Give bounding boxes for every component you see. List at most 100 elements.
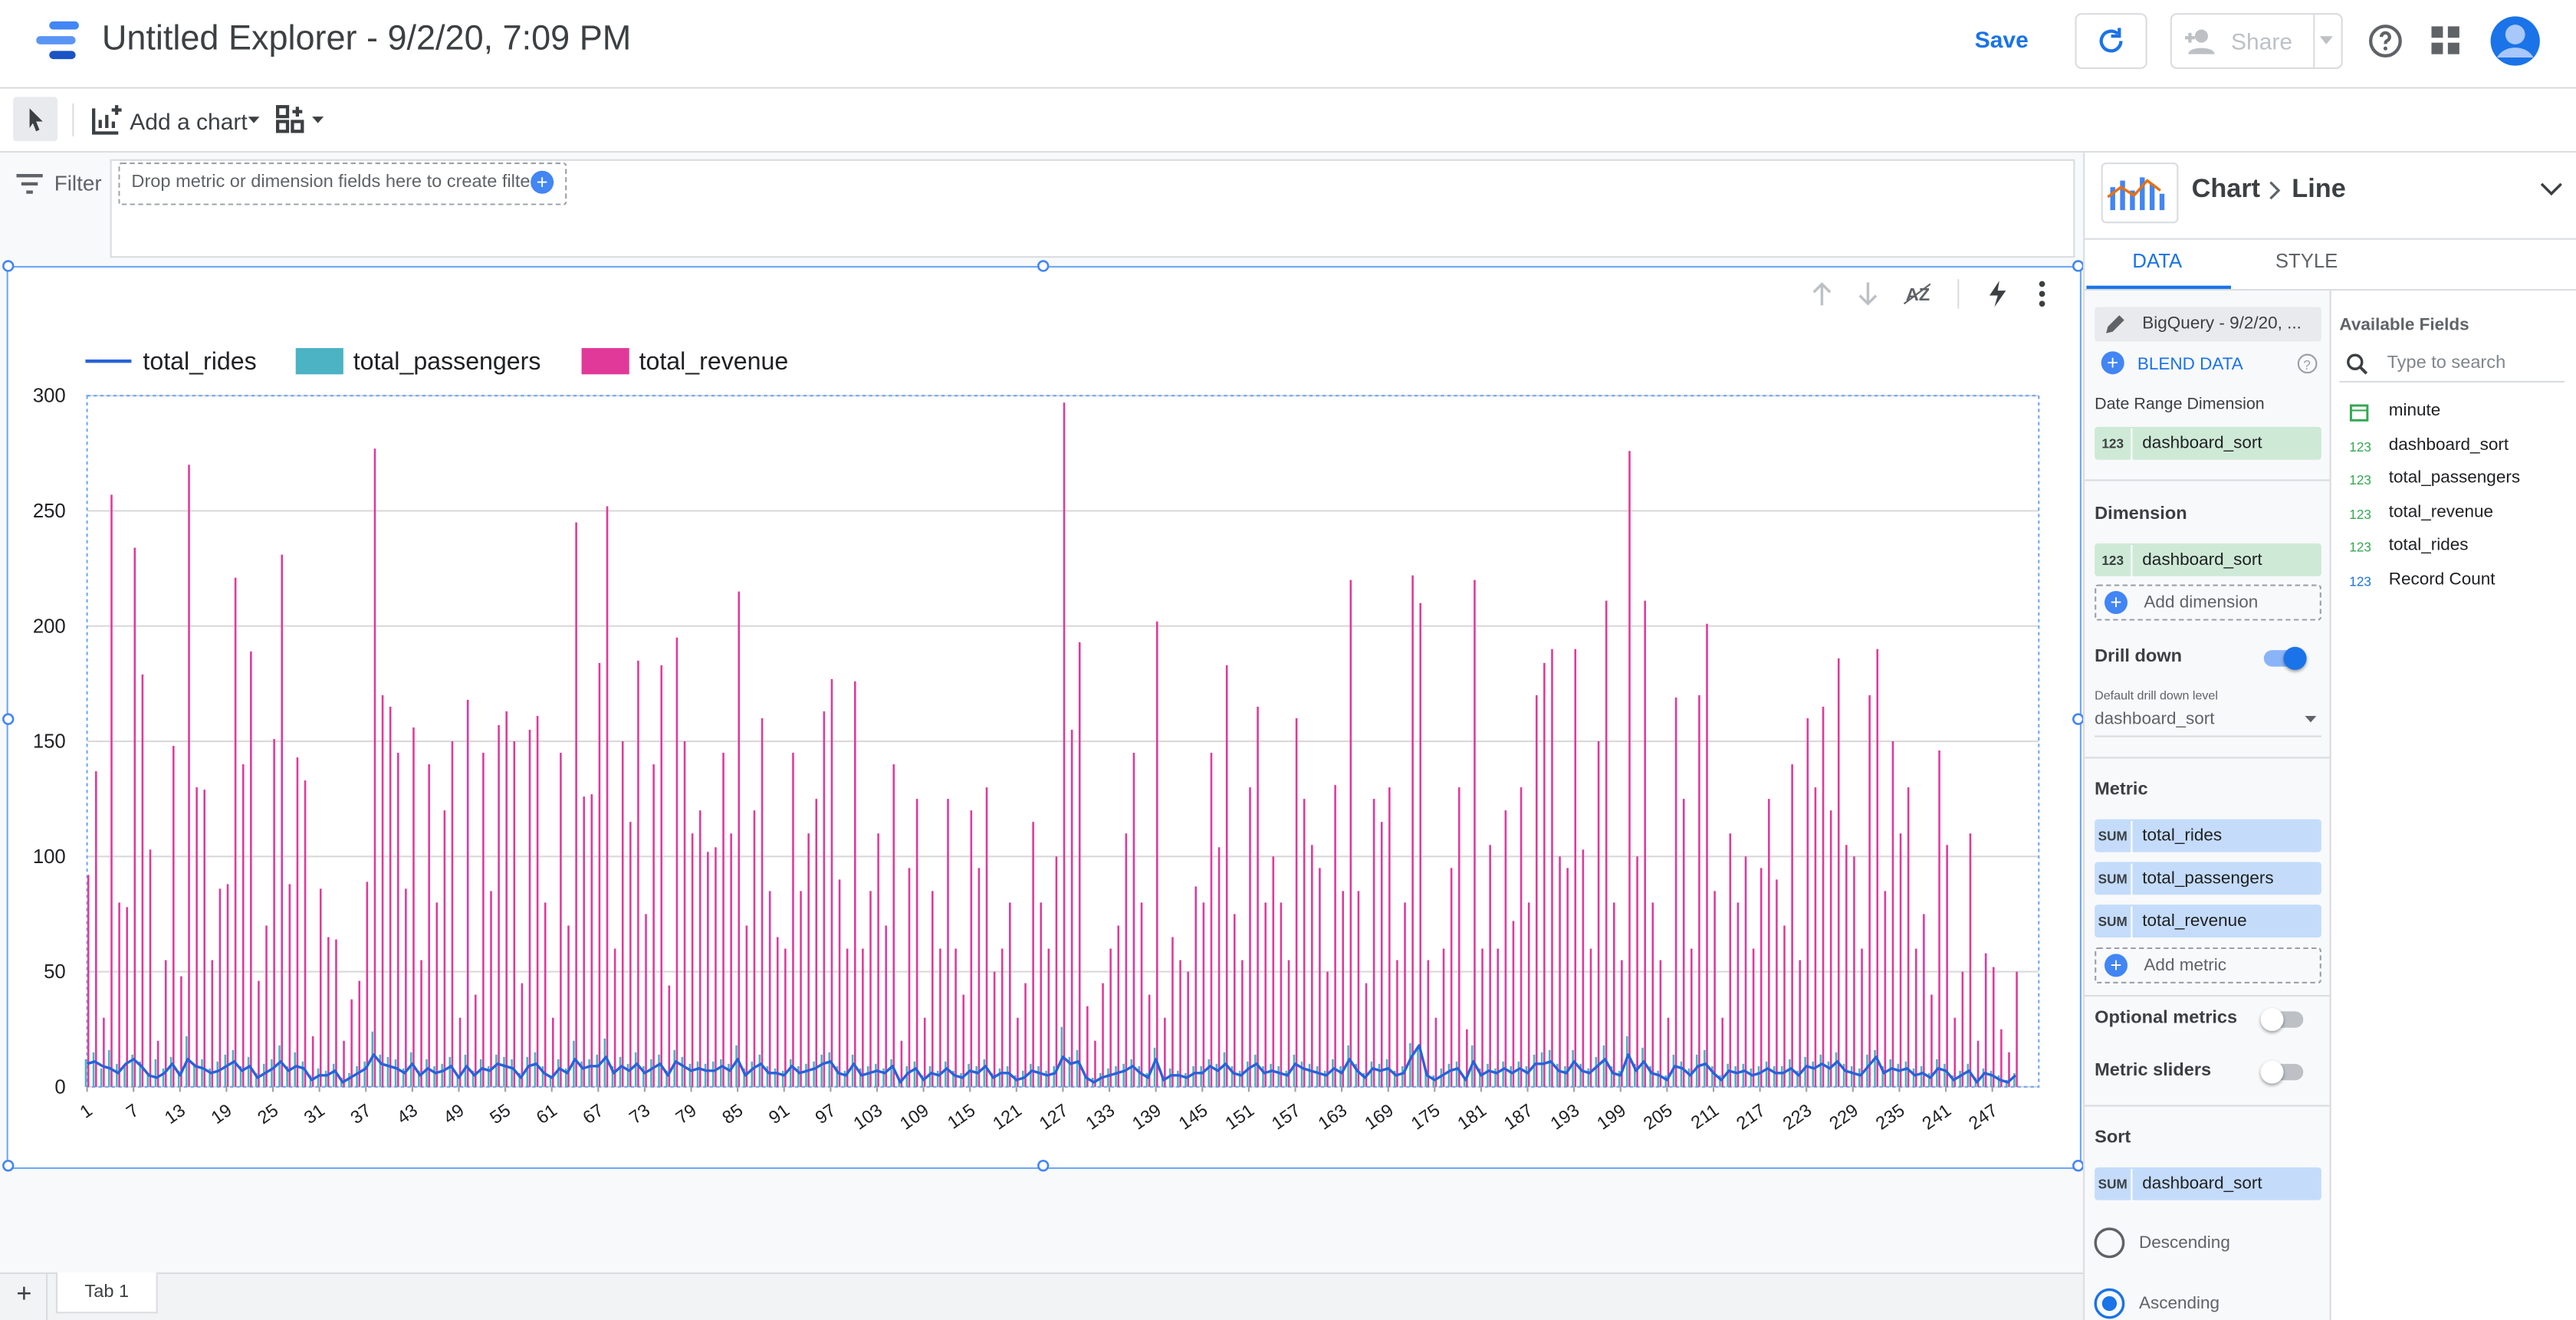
bar — [265, 925, 268, 1087]
bar — [1976, 1040, 1980, 1087]
bar — [1053, 1066, 1056, 1087]
y-tick-label: 250 — [33, 501, 66, 522]
report-title[interactable]: Untitled Explorer - 9/2/20, 7:09 PM — [101, 19, 632, 57]
available-field[interactable]: total_passengers — [2388, 468, 2521, 488]
avatar[interactable] — [2489, 15, 2542, 67]
date-range-chip[interactable]: 123 dashboard_sort — [2095, 426, 2321, 461]
bar — [1099, 1072, 1102, 1087]
drill-down-toggle[interactable] — [2263, 646, 2307, 670]
metric-chip[interactable]: SUM total_passengers — [2095, 862, 2321, 897]
add-chart-icon[interactable] — [90, 103, 123, 136]
bar — [1115, 1066, 1117, 1087]
type-icon: 123 — [2095, 429, 2133, 461]
available-field[interactable]: dashboard_sort — [2388, 434, 2509, 455]
bar — [309, 1075, 312, 1087]
metric-sliders-toggle[interactable] — [2260, 1060, 2304, 1084]
bar — [1455, 1061, 1458, 1087]
bar — [518, 1072, 521, 1087]
bar — [1850, 1066, 1853, 1087]
bar — [456, 1075, 459, 1087]
x-tick-label: 181 — [1454, 1100, 1490, 1134]
available-field[interactable]: total_revenue — [2388, 501, 2494, 522]
bar — [596, 1054, 598, 1087]
bar — [1487, 1063, 1489, 1087]
bar — [1967, 1063, 1970, 1087]
bar — [1432, 1075, 1435, 1087]
bar — [645, 914, 647, 1087]
bar — [1233, 914, 1236, 1087]
bar — [426, 1059, 428, 1087]
sort-option[interactable]: Descending — [2139, 1233, 2230, 1253]
field-search[interactable]: Type to search — [2339, 346, 2564, 383]
bar — [652, 764, 655, 1087]
optional-metrics-toggle[interactable] — [2260, 1008, 2304, 1032]
bar — [1641, 1047, 1644, 1087]
blend-data-button[interactable]: BLEND DATA — [2137, 354, 2243, 375]
sort-radios[interactable] — [2091, 1225, 2128, 1320]
sort-chip[interactable]: SUM dashboard_sort — [2095, 1167, 2321, 1202]
style-tab[interactable]: STYLE — [2275, 249, 2338, 273]
filter-drop-zone[interactable]: Drop metric or dimension fields here to … — [118, 163, 567, 205]
bar — [487, 1066, 490, 1087]
search-placeholder: Type to search — [2387, 353, 2506, 373]
available-field[interactable]: minute — [2388, 400, 2441, 421]
bar — [1378, 1063, 1381, 1087]
bar — [1319, 868, 1321, 1087]
dimension-chip[interactable]: 123 dashboard_sort — [2095, 543, 2321, 578]
bar — [409, 1052, 412, 1087]
bar — [766, 1066, 769, 1087]
metric-chip[interactable]: SUM total_revenue — [2095, 905, 2321, 940]
page-tab[interactable]: Tab 1 — [55, 1272, 158, 1314]
data-source-chip[interactable]: BigQuery - 9/2/20, ... — [2095, 307, 2321, 342]
add-filter-button[interactable]: + — [531, 170, 554, 194]
bar — [258, 980, 260, 1087]
field-type: 123 — [2349, 473, 2371, 488]
x-tick-label: 7 — [123, 1100, 143, 1122]
save-button[interactable]: Save — [1974, 26, 2029, 53]
data-tab[interactable]: DATA — [2132, 249, 2183, 273]
bar — [1659, 960, 1662, 1087]
bar — [116, 1063, 118, 1087]
sort-option[interactable]: Ascending — [2139, 1293, 2220, 1314]
share-button[interactable]: Share — [2170, 13, 2343, 69]
bar — [797, 1066, 800, 1087]
bar — [1899, 833, 1902, 1087]
bar — [528, 729, 531, 1087]
help-icon[interactable] — [2366, 21, 2405, 61]
blend-icon[interactable]: + — [2101, 351, 2124, 375]
bar — [123, 1066, 126, 1087]
bar — [1257, 706, 1259, 1087]
chart-header-icons[interactable]: AZ — [1807, 279, 2062, 309]
bar — [1365, 983, 1368, 1087]
add-metric-button[interactable]: + Add metric — [2095, 947, 2321, 983]
select-tool[interactable] — [13, 97, 58, 142]
bar — [474, 994, 477, 1087]
bar — [1404, 902, 1406, 1087]
apps-icon[interactable] — [2431, 26, 2461, 56]
bar — [1610, 1066, 1613, 1087]
metric-chip[interactable]: SUM total_rides — [2095, 819, 2321, 854]
refresh-button[interactable] — [2075, 13, 2147, 69]
section-label: Dimension — [2095, 504, 2187, 524]
collapse-icon[interactable] — [2540, 182, 2563, 197]
add-chart-button[interactable]: Add a chart — [130, 108, 248, 135]
bar — [1556, 1063, 1559, 1087]
available-field[interactable]: Record Count — [2388, 570, 2496, 589]
bar — [947, 799, 949, 1087]
bar — [722, 753, 724, 1087]
bar — [319, 888, 322, 1087]
bar — [1930, 994, 1933, 1087]
add-page-button[interactable]: + — [16, 1280, 32, 1309]
drill-down-select[interactable]: dashboard_sort — [2095, 709, 2321, 737]
bar — [1566, 868, 1569, 1087]
chart-type-icon[interactable] — [2101, 163, 2179, 224]
available-field[interactable]: total_rides — [2388, 536, 2469, 556]
bar — [495, 1054, 498, 1087]
bar — [394, 1059, 397, 1087]
add-dimension-button[interactable]: + Add dimension — [2095, 584, 2321, 621]
bar — [149, 849, 152, 1087]
add-control-icon[interactable] — [276, 103, 329, 136]
bar — [900, 1040, 903, 1087]
bar — [913, 1061, 916, 1087]
bar — [1951, 1075, 1953, 1087]
